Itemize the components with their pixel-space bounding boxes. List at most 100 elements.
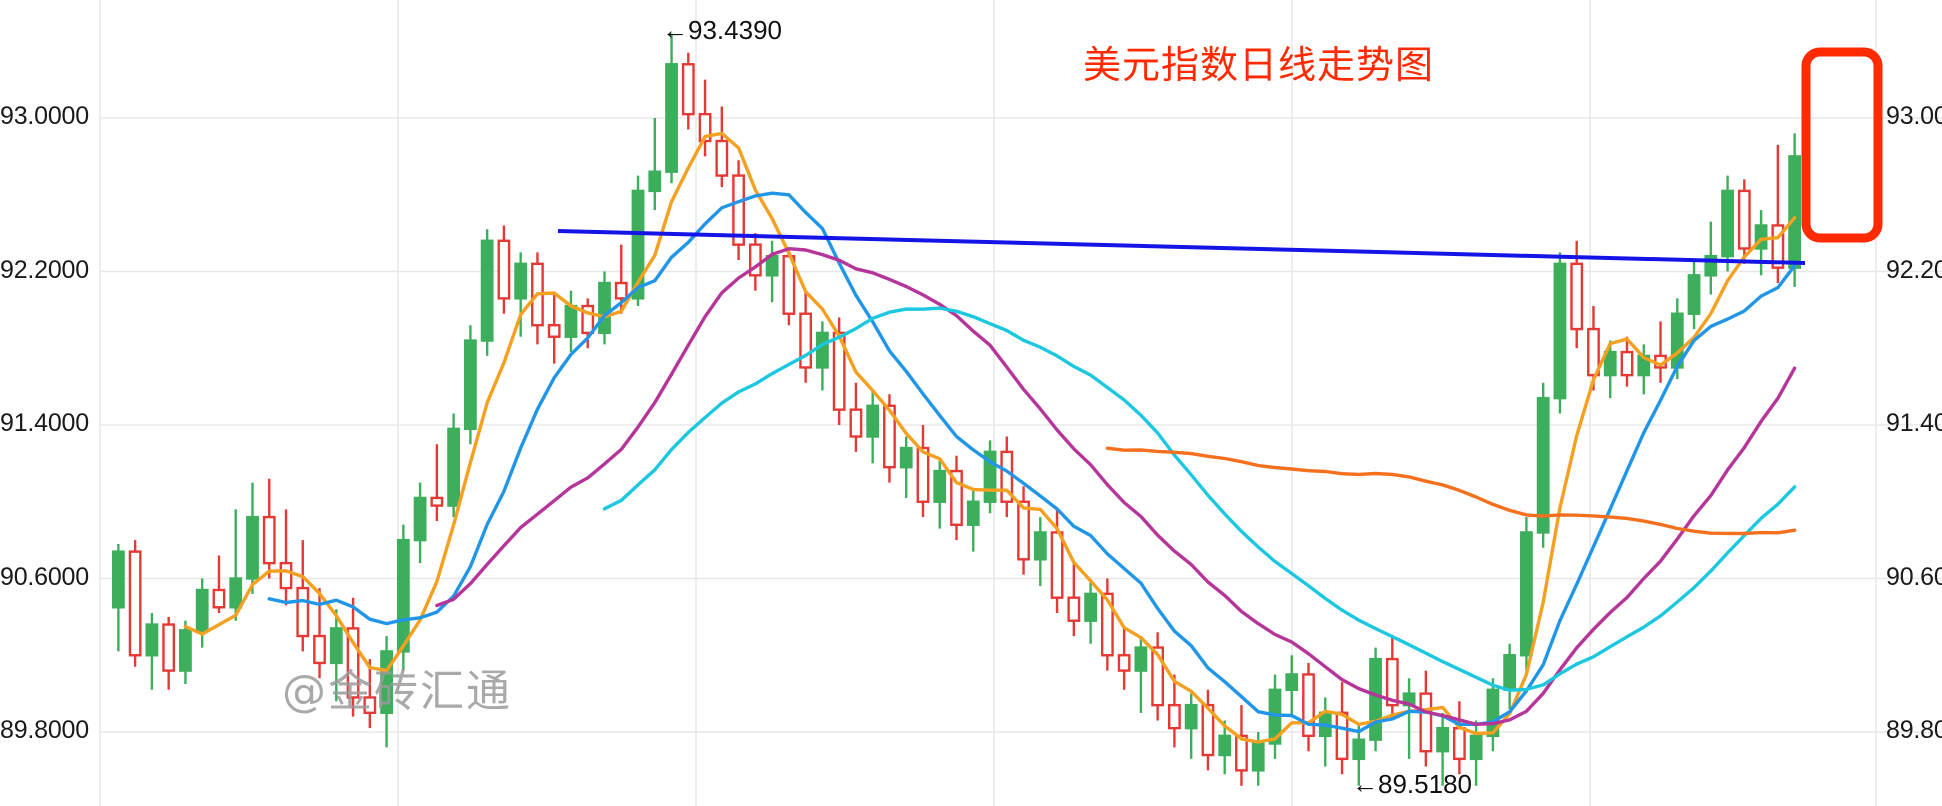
candle-body [1737,189,1751,250]
candle-body [229,577,243,609]
candle-body [581,304,595,335]
candle-body [1285,673,1299,691]
candle-body [983,450,997,503]
candle-body [1587,327,1600,377]
candle-body [1436,726,1450,753]
right-axis-tick-4: 89.8000 [1886,716,1942,744]
candle-body [162,623,176,672]
candle-body [1419,692,1433,753]
candle-body [1134,646,1148,672]
candle-body [849,408,863,438]
right-axis-tick-1: 92.2000 [1886,255,1942,284]
candle-body [145,623,159,657]
MA-cyan [602,306,1797,692]
candle-body [1218,734,1232,757]
candle-body [866,404,880,438]
candle-body [396,538,410,653]
left-axis-tick-2: 91.4000 [0,409,89,437]
candle-body [179,629,192,672]
candle-body [1168,703,1181,730]
left-axis-tick-4: 89.8000 [0,716,89,744]
candle-body [1017,500,1030,561]
candle-body [262,515,276,565]
candle-body [363,696,377,715]
MA-darkorange [1105,446,1797,536]
candle-body [279,561,293,590]
candle-body [497,239,511,300]
candle-body [480,239,494,342]
candle-body [547,324,561,338]
candle-body [1721,189,1734,258]
candle-body [1503,654,1517,691]
candle-body [514,262,528,300]
candle-body [1788,155,1802,269]
candle-body [329,627,343,665]
candle-body [748,243,762,277]
candle-body [313,634,326,665]
candle-body [1553,262,1567,400]
candle-body [1151,646,1165,707]
candle-body [346,627,360,699]
candle-body [212,588,226,609]
candle-body [1570,262,1584,331]
candle-body [380,650,393,715]
high-price-annotation: ←93.4390 [662,15,782,45]
candle-body [1084,592,1097,622]
candle-body [681,63,695,116]
current-range-highlight-box [1801,47,1883,243]
candle-body [1117,654,1131,672]
candle-body [966,500,980,526]
candle-body [195,588,209,632]
moving-average-lines [183,131,1797,744]
candle-body [296,586,310,638]
left-axis-tick-1: 92.2000 [0,255,89,284]
resistance-trendline [557,229,1806,265]
candle-body [648,170,662,193]
candle-body [933,469,947,503]
candle-body [715,139,729,177]
candle-body [111,550,125,609]
candle-body [950,469,963,526]
candle-body [564,304,578,338]
candle-body [1620,350,1634,377]
candle-body [665,63,678,173]
candle-body [447,427,461,507]
candle-body [916,446,930,503]
candle-body [1603,350,1617,377]
candle-body [816,331,829,369]
candle-body [1335,711,1349,761]
candle-body [1184,703,1198,730]
candle-body [614,281,628,300]
candle-body [128,550,142,657]
candle-body [799,312,813,369]
candle-body [1251,742,1265,772]
page-title: 美元指数日线走势图 [1083,43,1435,87]
candle-body [698,112,712,143]
candle-body [1452,726,1466,761]
candle-body [1704,254,1718,277]
candle-body [631,189,645,300]
candle-body [732,174,745,246]
watermark: @金砖汇通 [282,666,512,717]
candle-body [413,496,427,542]
candle-body [1385,657,1399,707]
candle-body [1033,531,1047,561]
candle-body [1754,224,1768,250]
candle-body [598,281,611,335]
candlestick-series [111,33,1802,786]
candle-body [1469,734,1483,761]
candle-body [883,404,896,469]
candle-body [1050,531,1064,599]
low-price-annotation: ←89.5180 [1352,769,1472,799]
candle-body [246,515,259,580]
candle-body [1352,738,1366,761]
candle-body [1302,673,1315,738]
MA-purple [435,247,1797,726]
MA-blue [267,191,1797,734]
right-axis-tick-3: 90.6000 [1886,562,1942,591]
candle-body [1369,657,1382,741]
right-axis-tick-0: 93.0000 [1886,102,1942,130]
candle-body [430,496,444,507]
